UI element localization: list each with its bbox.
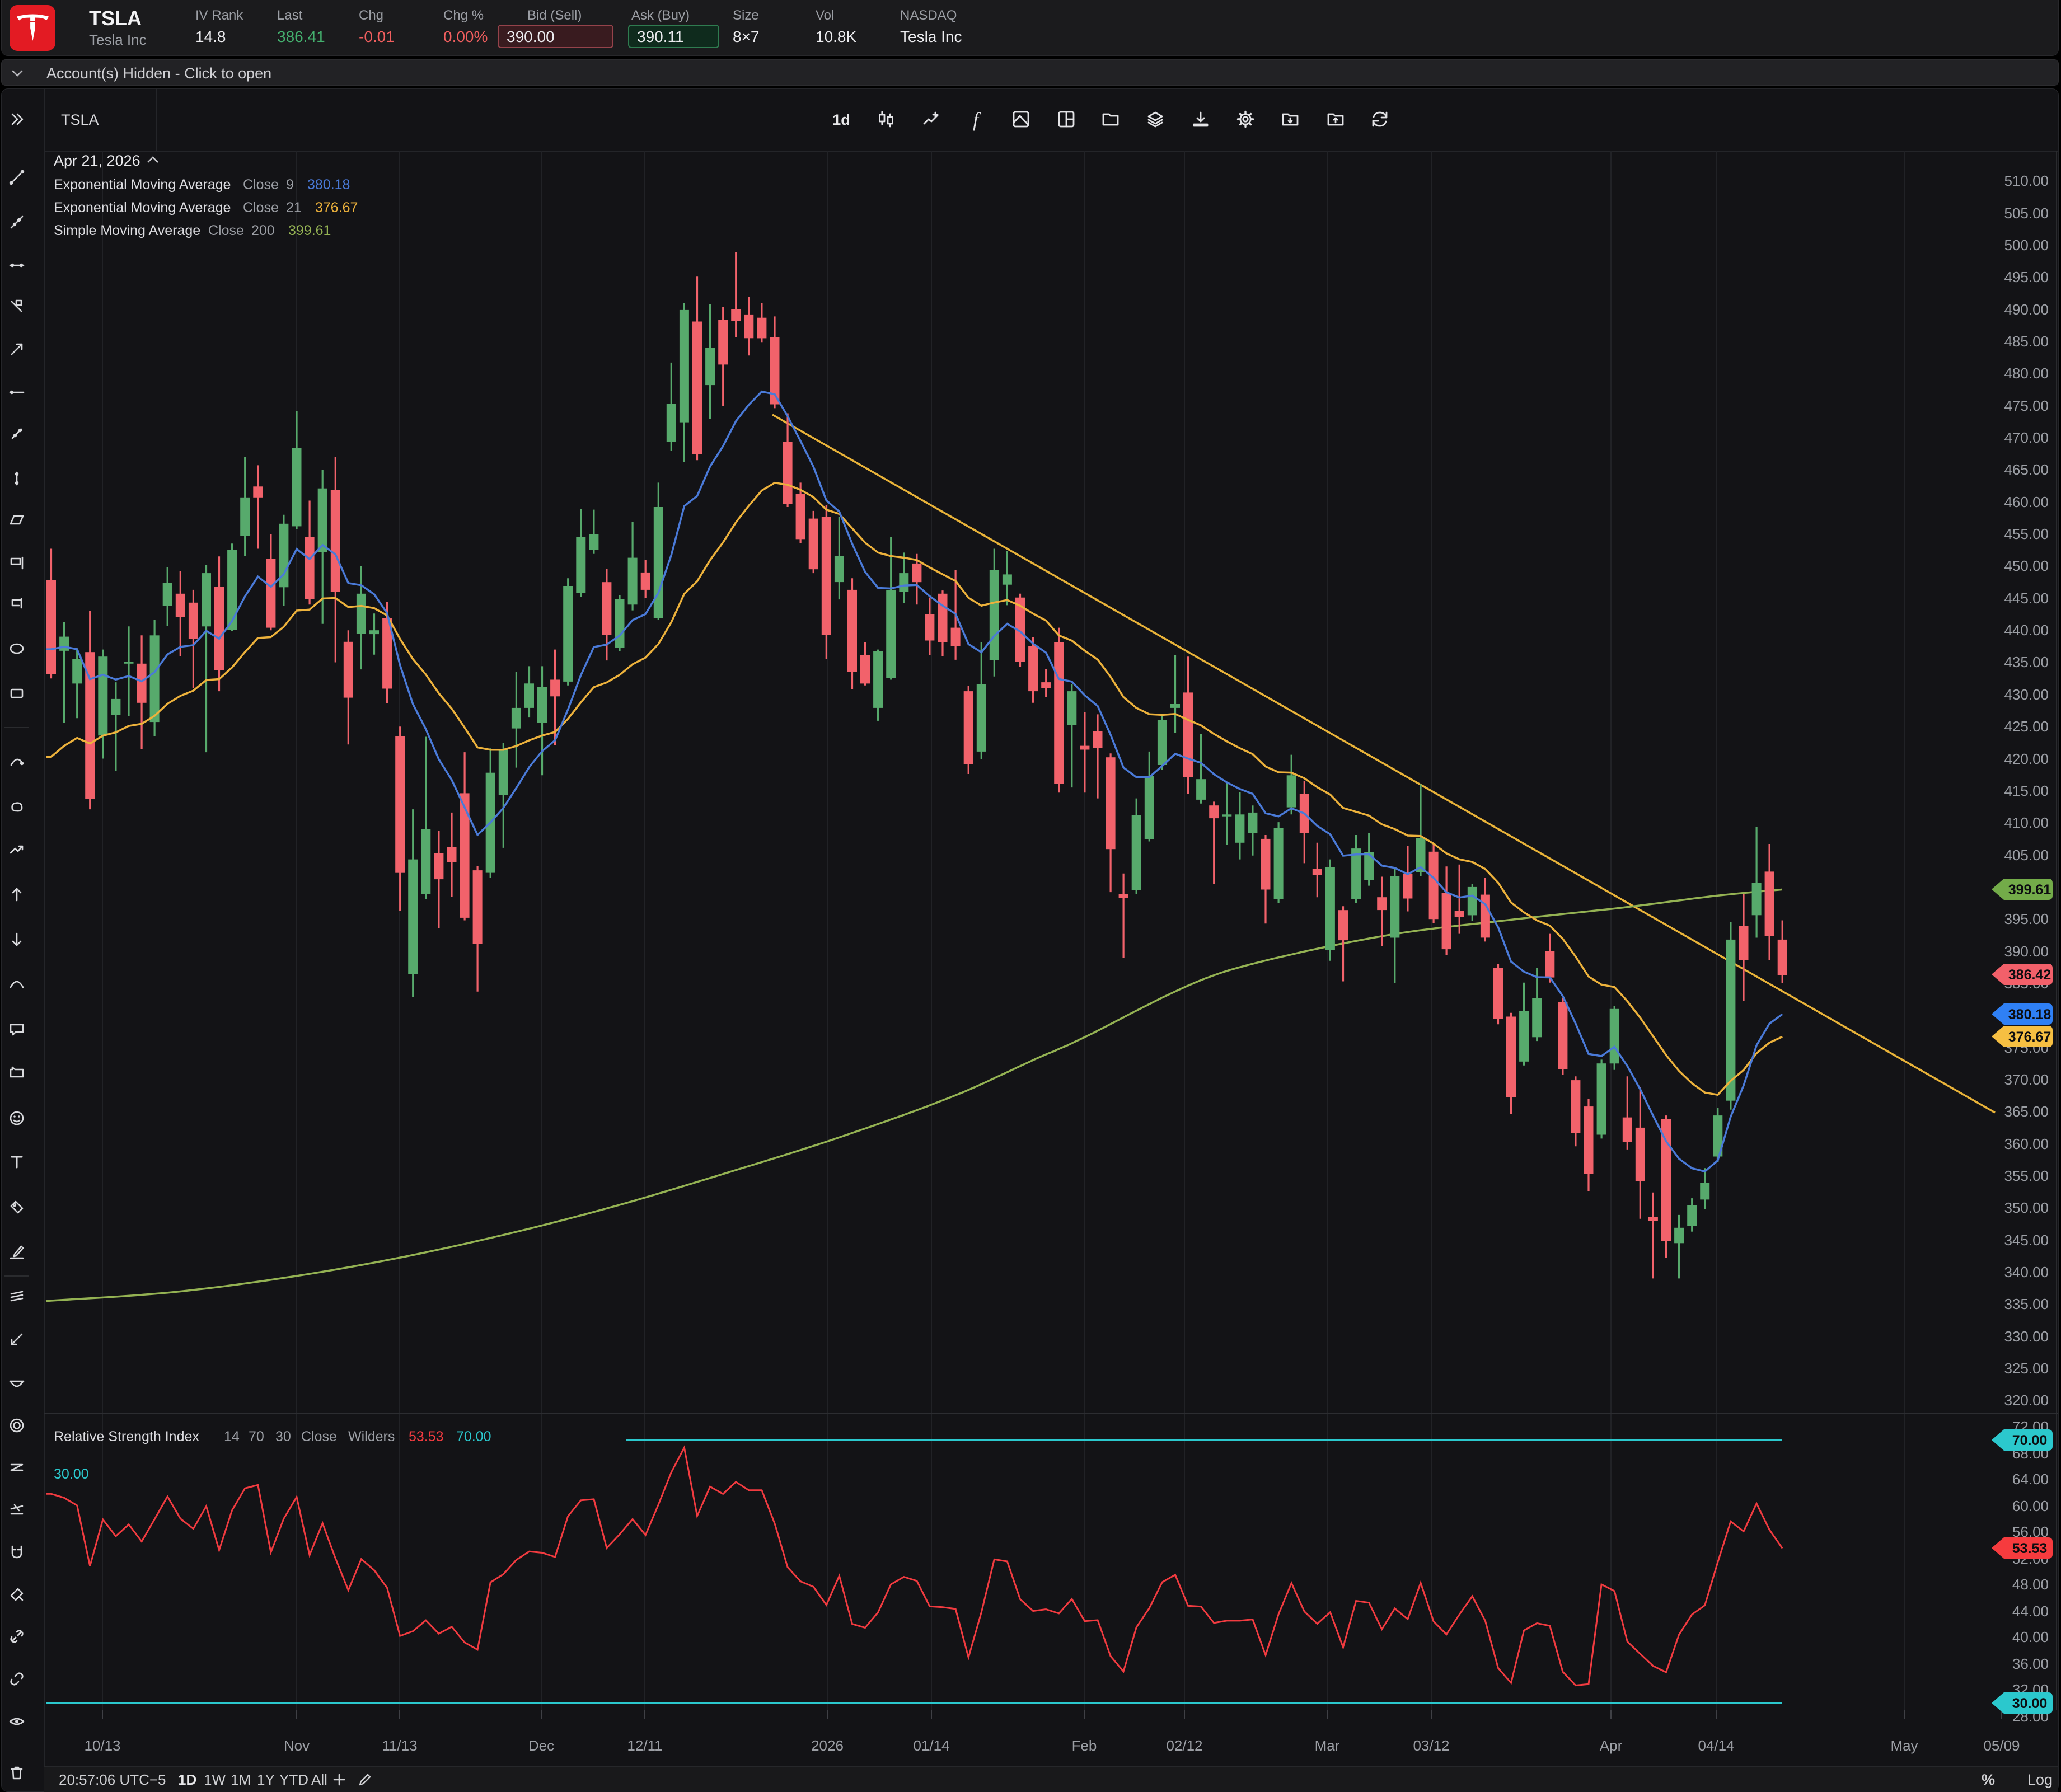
svg-text:Close: Close [208,223,244,238]
svg-text:325.00: 325.00 [2004,1360,2049,1377]
svg-text:405.00: 405.00 [2004,847,2049,864]
svg-text:Relative Strength Index: Relative Strength Index [54,1429,199,1444]
svg-text:1d: 1d [832,111,850,128]
svg-text:70: 70 [249,1429,264,1444]
svg-text:40.00: 40.00 [2012,1629,2049,1645]
svg-text:430.00: 430.00 [2004,686,2049,703]
svg-text:415.00: 415.00 [2004,782,2049,799]
svg-text:Simple Moving Average: Simple Moving Average [54,223,200,238]
svg-text:Mar: Mar [1315,1737,1340,1754]
svg-text:399.61: 399.61 [2008,882,2051,898]
svg-text:395.00: 395.00 [2004,911,2049,927]
svg-text:345.00: 345.00 [2004,1232,2049,1249]
svg-text:48.00: 48.00 [2012,1576,2049,1593]
svg-text:485.00: 485.00 [2004,333,2049,350]
svg-text:445.00: 445.00 [2004,590,2049,607]
svg-text:420.00: 420.00 [2004,750,2049,767]
svg-text:30.00: 30.00 [2012,1696,2048,1711]
svg-text:Dec: Dec [528,1737,554,1754]
svg-text:Close: Close [243,177,279,193]
svg-text:320.00: 320.00 [2004,1392,2049,1409]
svg-text:60.00: 60.00 [2012,1498,2049,1514]
svg-text:465.00: 465.00 [2004,461,2049,478]
svg-text:f: f [973,109,981,131]
svg-text:May: May [1890,1737,1918,1754]
svg-text:425.00: 425.00 [2004,718,2049,735]
svg-text:Nov: Nov [284,1737,310,1754]
svg-text:410.00: 410.00 [2004,814,2049,831]
svg-text:330.00: 330.00 [2004,1328,2049,1345]
svg-text:460.00: 460.00 [2004,494,2049,510]
svg-text:495.00: 495.00 [2004,269,2049,285]
svg-text:475.00: 475.00 [2004,397,2049,414]
svg-text:355.00: 355.00 [2004,1167,2049,1184]
svg-text:365.00: 365.00 [2004,1103,2049,1120]
svg-text:53.53: 53.53 [409,1429,444,1444]
svg-text:64.00: 64.00 [2012,1471,2049,1488]
svg-text:30.00: 30.00 [54,1466,89,1482]
svg-text:505.00: 505.00 [2004,205,2049,222]
svg-text:490.00: 490.00 [2004,301,2049,318]
svg-text:04/14: 04/14 [1698,1737,1734,1754]
svg-text:02/12: 02/12 [1166,1737,1202,1754]
svg-text:435.00: 435.00 [2004,654,2049,670]
svg-text:376.67: 376.67 [315,200,358,215]
svg-text:Wilders: Wilders [348,1429,395,1444]
svg-text:Apr 21, 2026: Apr 21, 2026 [54,152,140,169]
svg-text:Close: Close [243,200,279,215]
svg-text:53.53: 53.53 [2012,1541,2048,1556]
svg-text:Feb: Feb [1072,1737,1097,1754]
svg-text:340.00: 340.00 [2004,1264,2049,1280]
svg-text:386.42: 386.42 [2008,967,2051,983]
svg-text:390.00: 390.00 [2004,943,2049,960]
svg-text:03/12: 03/12 [1413,1737,1449,1754]
svg-text:480.00: 480.00 [2004,365,2049,382]
svg-text:335.00: 335.00 [2004,1296,2049,1312]
svg-text:14: 14 [224,1429,240,1444]
svg-text:200: 200 [251,223,275,238]
svg-text:510.00: 510.00 [2004,172,2049,189]
svg-text:376.67: 376.67 [2008,1029,2051,1045]
svg-text:21: 21 [286,200,302,215]
svg-text:36.00: 36.00 [2012,1655,2049,1672]
svg-text:440.00: 440.00 [2004,622,2049,639]
svg-text:399.61: 399.61 [288,223,331,238]
svg-text:470.00: 470.00 [2004,429,2049,446]
svg-text:01/14: 01/14 [913,1737,949,1754]
svg-text:500.00: 500.00 [2004,237,2049,254]
svg-text:360.00: 360.00 [2004,1136,2049,1152]
svg-text:380.18: 380.18 [307,177,350,193]
svg-text:11/13: 11/13 [382,1737,417,1754]
svg-text:30: 30 [275,1429,291,1444]
svg-text:Close: Close [301,1429,337,1444]
svg-text:370.00: 370.00 [2004,1071,2049,1088]
svg-text:9: 9 [286,177,294,193]
svg-text:2026: 2026 [811,1737,844,1754]
svg-text:Exponential Moving Average: Exponential Moving Average [54,177,231,193]
svg-text:70.00: 70.00 [2012,1433,2048,1448]
svg-text:Exponential Moving Average: Exponential Moving Average [54,200,231,215]
svg-text:10/13: 10/13 [84,1737,120,1754]
svg-text:44.00: 44.00 [2012,1603,2049,1620]
svg-text:450.00: 450.00 [2004,557,2049,574]
svg-text:350.00: 350.00 [2004,1199,2049,1216]
svg-text:12/11: 12/11 [627,1737,662,1754]
svg-text:455.00: 455.00 [2004,526,2049,542]
svg-text:380.18: 380.18 [2008,1007,2051,1022]
svg-text:Apr: Apr [1600,1737,1623,1754]
svg-text:70.00: 70.00 [456,1429,491,1444]
svg-text:05/09: 05/09 [1983,1737,2020,1754]
